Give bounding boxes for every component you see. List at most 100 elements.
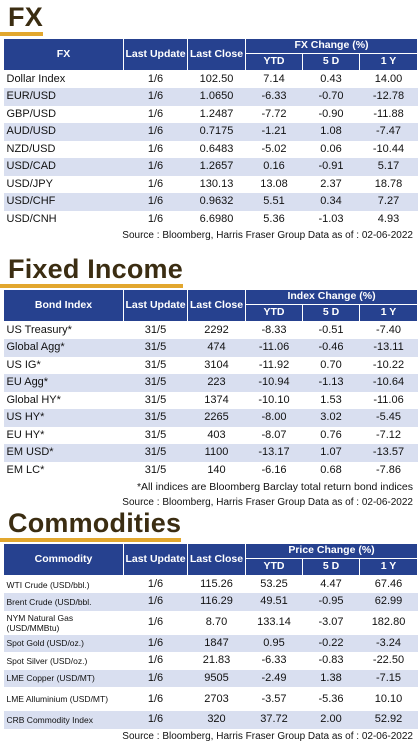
cell-y1: 182.80 <box>371 616 406 628</box>
cell-d5: -0.90 <box>318 107 344 120</box>
cell-ytd: 37.72 <box>245 711 303 729</box>
cell-d5: 3.02 <box>302 409 360 427</box>
fx-header-update: Last Update <box>123 38 188 71</box>
table-row: EM LC* 31/5 140 -6.16 0.68 -7.86 <box>4 462 418 480</box>
cell-name: WTI Crude (USD/bbl.) <box>6 579 90 590</box>
cell-name: NYM Natural Gas (USD/MMBtu) <box>6 612 74 633</box>
com-header-change: Price Change (%) <box>244 543 419 559</box>
cell-ytd: -11.92 <box>258 358 290 371</box>
cell-y1: 7.27 <box>359 193 418 211</box>
cell-d5: 4.47 <box>320 578 342 590</box>
cell-close: 320 <box>187 711 246 729</box>
cell-update: 1/6 <box>147 692 164 705</box>
cell-y1: 14.00 <box>374 73 403 85</box>
cell-d5: 1.38 <box>302 669 360 687</box>
cell-ytd: -8.00 <box>245 409 303 427</box>
cell-name: Global Agg* <box>3 339 124 357</box>
fx-header-1y: 1 Y <box>359 52 418 72</box>
table-row: LME Alluminium (USD/MT) 1/6 2703 -3.57 -5.36… <box>4 687 418 711</box>
cell-name: EM USD* <box>3 444 124 462</box>
cell-update: 1/6 <box>147 142 164 155</box>
cell-name: Spot Silver (USD/oz.) <box>6 655 88 666</box>
table-row: EU Agg* 31/5 223 -10.94 -1.13 -10.64 <box>3 374 418 392</box>
cell-close: 2265 <box>187 409 246 427</box>
cell-update: 1/6 <box>123 88 188 106</box>
table-row: EU HY* 31/5 403 -8.07 0.76 -7.12 <box>4 427 418 445</box>
cell-close: 0.7175 <box>187 123 246 141</box>
cell-close: 1.2657 <box>187 158 246 176</box>
table-row: CRB Commodity Index 1/6 320 37.72 2.00 52.92 <box>3 711 418 729</box>
cell-ytd: -10.10 <box>258 393 290 406</box>
cell-d5: 0.68 <box>320 463 342 476</box>
cell-y1: -10.44 <box>372 142 405 155</box>
cell-ytd: 133.14 <box>257 616 291 628</box>
cell-close: 21.83 <box>202 654 231 667</box>
cell-y1: -7.15 <box>359 669 418 687</box>
table-row: AUD/USD 1/6 0.7175 -1.21 1.08 -7.47 <box>3 123 418 141</box>
cell-update: 31/5 <box>144 358 167 371</box>
cell-y1: 62.99 <box>359 593 418 611</box>
cell-close: 3104 <box>204 358 229 371</box>
cell-y1: 5.17 <box>359 158 418 176</box>
cell-update: 1/6 <box>123 634 188 652</box>
cell-name: Brent Crude (USD/bbl. <box>3 593 124 611</box>
table-row: USD/CHF 1/6 0.9632 5.51 0.34 7.27 <box>3 193 418 211</box>
cell-name: USD/JPY <box>6 177 53 190</box>
cell-ytd: 7.14 <box>263 73 285 85</box>
cell-update: 1/6 <box>147 578 164 590</box>
commodities-table: Commodity Last Update Last Close Price C… <box>3 543 419 729</box>
cell-name: EM LC* <box>6 463 45 476</box>
com-header-update: Last Update <box>123 543 188 576</box>
fx-table: FX Last Update Last Close FX Change (%) … <box>3 38 418 228</box>
table-row: Spot Silver (USD/oz.) 1/6 21.83 -6.33 -0.83 -… <box>4 652 418 670</box>
table-row: US HY* 31/5 2265 -8.00 3.02 -5.45 <box>3 409 418 427</box>
table-row: GBP/USD 1/6 1.2487 -7.72 -0.90 -11.88 <box>4 106 418 124</box>
cell-close: 140 <box>207 463 226 476</box>
cell-name: NZD/USD <box>6 142 56 155</box>
cell-ytd: -1.21 <box>245 123 303 141</box>
cell-y1: -7.12 <box>375 428 402 441</box>
cell-update: 1/6 <box>147 73 164 85</box>
cell-d5: -0.46 <box>302 339 360 357</box>
cell-ytd: 49.51 <box>245 593 303 611</box>
cell-y1: -12.78 <box>359 88 418 106</box>
cell-ytd: -8.07 <box>261 428 287 441</box>
cell-name: LME Alluminium (USD/MT) <box>6 694 109 704</box>
fx-header-ytd: YTD <box>245 52 303 72</box>
cell-y1: 52.92 <box>359 711 418 729</box>
fi-header-name: Bond Index <box>3 289 124 322</box>
cell-name: US Treasury* <box>6 324 72 336</box>
cell-ytd: -10.94 <box>245 374 303 392</box>
cell-y1: 18.78 <box>374 177 403 190</box>
table-row: USD/CNH 1/6 6.6980 5.36 -1.03 4.93 <box>4 211 418 229</box>
cell-ytd: -6.33 <box>245 88 303 106</box>
table-row: Brent Crude (USD/bbl. 1/6 116.29 49.51 -0.95… <box>3 593 418 611</box>
cell-close: 102.50 <box>199 73 234 85</box>
cell-d5: -0.22 <box>302 634 360 652</box>
cell-close: 1100 <box>187 444 246 462</box>
cell-update: 1/6 <box>123 158 188 176</box>
cell-d5: 0.43 <box>320 73 342 85</box>
cell-d5: 0.76 <box>320 428 342 441</box>
table-row: Global Agg* 31/5 474 -11.06 -0.46 -13.11 <box>3 339 418 357</box>
cell-update: 1/6 <box>147 177 164 190</box>
cell-update: 31/5 <box>123 444 188 462</box>
cell-update: 1/6 <box>123 123 188 141</box>
cell-close: 116.29 <box>187 593 246 611</box>
fi-header-update: Last Update <box>123 289 188 322</box>
cell-update: 31/5 <box>123 409 188 427</box>
cell-close: 1374 <box>204 393 229 406</box>
table-row: Dollar Index 1/6 102.50 7.14 0.43 14.00 <box>4 71 418 89</box>
cell-update: 1/6 <box>147 212 164 225</box>
cell-name: Dollar Index <box>6 73 66 85</box>
cell-close: 474 <box>187 339 246 357</box>
com-header-name: Commodity <box>3 543 124 576</box>
cell-d5: 0.70 <box>320 358 342 371</box>
cell-y1: -7.86 <box>375 463 402 476</box>
cell-d5: 2.37 <box>320 177 342 190</box>
fi-header-5d: 5 D <box>302 303 360 323</box>
fx-header-name: FX <box>3 38 124 71</box>
cell-name: US HY* <box>3 409 124 427</box>
cell-d5: -3.07 <box>318 616 344 628</box>
cell-name: Spot Gold (USD/oz.) <box>3 634 124 652</box>
